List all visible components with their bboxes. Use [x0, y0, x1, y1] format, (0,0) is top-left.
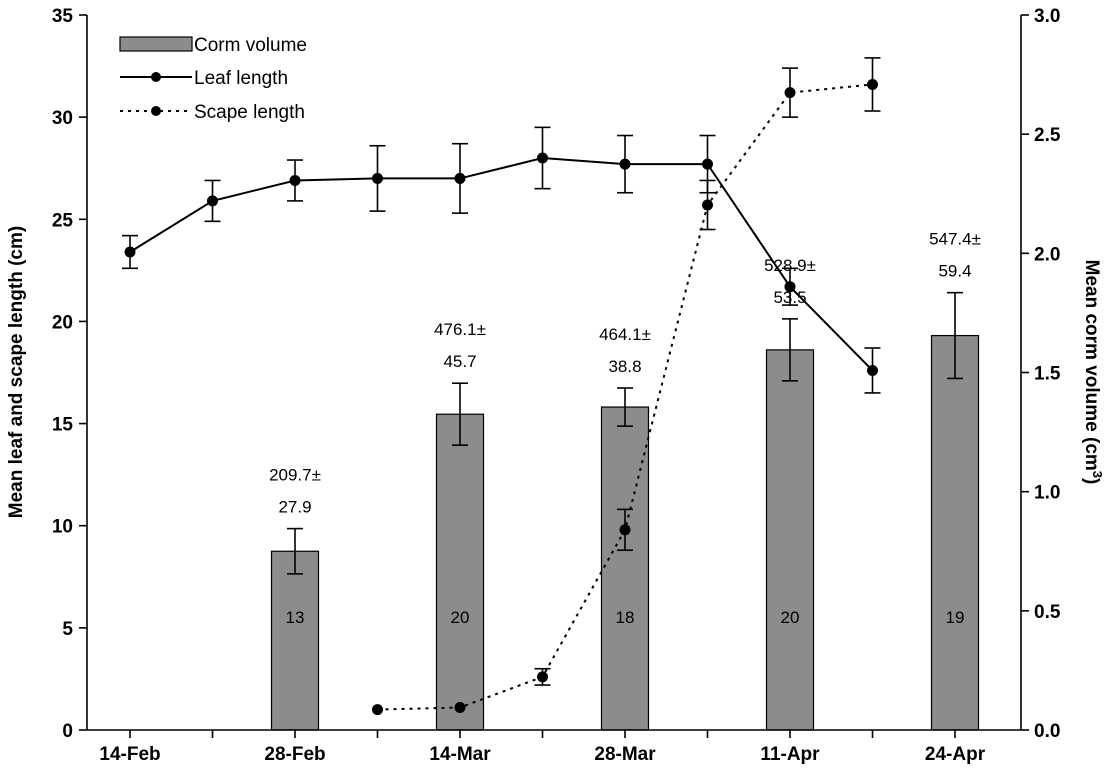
sample-count-label: 20	[451, 608, 470, 627]
scape-length-point	[867, 78, 878, 90]
y-right-tick-label: 1.0	[1034, 483, 1060, 504]
y-tick-label: 5	[62, 619, 73, 640]
leaf-length-point	[702, 158, 713, 170]
scape-length-point	[454, 702, 466, 714]
x-tick-label: 14-Feb	[99, 744, 160, 765]
y-tick-label: 20	[52, 312, 73, 333]
y-right-tick-label: 0.5	[1034, 602, 1061, 623]
y-right-tick-label: 0.0	[1034, 721, 1060, 742]
y-tick-label: 25	[52, 210, 74, 231]
y-right-tick-label: 3.0	[1034, 6, 1060, 27]
corm-volume-error-label: 45.7	[443, 352, 476, 371]
leaf-length-point	[619, 158, 631, 170]
corm-volume-bar	[930, 334, 980, 731]
right-axis-title: Mean corm volume (cm3)	[1081, 260, 1105, 485]
corm-volume-value-label: 528.9±	[764, 256, 816, 275]
x-tick-label: 14-Mar	[429, 744, 491, 765]
x-tick-label: 28-Mar	[594, 744, 656, 765]
legend-marker-scape-length	[151, 106, 161, 116]
sample-count-label: 19	[946, 608, 965, 627]
scape-length-point	[784, 87, 796, 99]
legend-label-scape-length: Scape length	[194, 102, 305, 123]
corm-volume-error-label: 59.4	[938, 262, 971, 281]
leaf-length-point	[784, 281, 796, 293]
x-tick-label: 24-Apr	[925, 744, 986, 765]
corm-volume-value-label: 547.4±	[929, 230, 981, 249]
leaf-length-point	[867, 364, 878, 376]
corm-volume-bar	[600, 406, 650, 731]
legend-swatch-corm-volume	[119, 36, 193, 52]
legend: Corm volume Leaf length Scape length	[119, 35, 307, 123]
corm-volume-error-label: 38.8	[608, 357, 641, 376]
scape-length-point	[619, 524, 631, 536]
corm-volume-bar	[435, 413, 485, 731]
x-tick-label: 11-Apr	[760, 744, 820, 765]
legend-label-corm-volume: Corm volume	[194, 35, 307, 56]
scape-length-point	[537, 671, 548, 683]
legend-marker-leaf-length	[151, 72, 161, 82]
leaf-length-point	[372, 172, 383, 184]
ticks-layer: 14-Feb 28-Feb 14-Mar 28-Mar 11-Apr 24-Apr 0 5 10…	[52, 6, 1061, 765]
scape-length-point	[372, 704, 383, 716]
y-tick-label: 10	[52, 517, 73, 538]
y-right-tick-label: 2.5	[1034, 125, 1061, 146]
corm-volume-bar	[765, 349, 815, 731]
x-tick-label: 28-Feb	[264, 744, 325, 765]
corm-volume-value-label: 209.7±	[269, 466, 321, 485]
scape-length-point	[702, 199, 713, 211]
leaf-length-point	[537, 152, 548, 164]
left-axis-title: Mean leaf and scape length (cm)	[6, 226, 27, 518]
y-tick-label: 0	[62, 721, 73, 742]
legend-label-leaf-length: Leaf length	[194, 68, 288, 89]
sample-count-label: 20	[781, 608, 800, 627]
lines-layer	[122, 57, 881, 716]
right-axis-title-main: Mean corm volume (cm	[1081, 260, 1102, 471]
leaf-length-point	[454, 172, 466, 184]
corm-volume-value-label: 476.1±	[434, 320, 486, 339]
corm-volume-value-label: 464.1±	[599, 325, 651, 344]
right-axis-title-close: )	[1081, 478, 1102, 484]
leaf-length-point	[289, 174, 301, 186]
bars-layer: 209.7± 27.9 13 476.1± 45.7 20 464.1± 38.8 18 528.…	[269, 230, 981, 731]
leaf-length-line	[129, 156, 874, 372]
y-tick-label: 30	[52, 108, 73, 129]
leaf-length-point	[207, 195, 218, 207]
y-tick-label: 35	[52, 6, 74, 27]
leaf-length-point	[124, 246, 136, 258]
y-tick-label: 15	[52, 415, 74, 436]
sample-count-label: 18	[616, 608, 635, 627]
right-axis-title-superscript: 3	[1090, 471, 1105, 478]
y-right-tick-label: 2.0	[1034, 244, 1060, 265]
corm-volume-bar	[270, 550, 320, 731]
sample-count-label: 13	[286, 608, 305, 627]
corm-volume-error-label: 27.9	[278, 498, 311, 517]
y-right-tick-label: 1.5	[1034, 364, 1061, 385]
